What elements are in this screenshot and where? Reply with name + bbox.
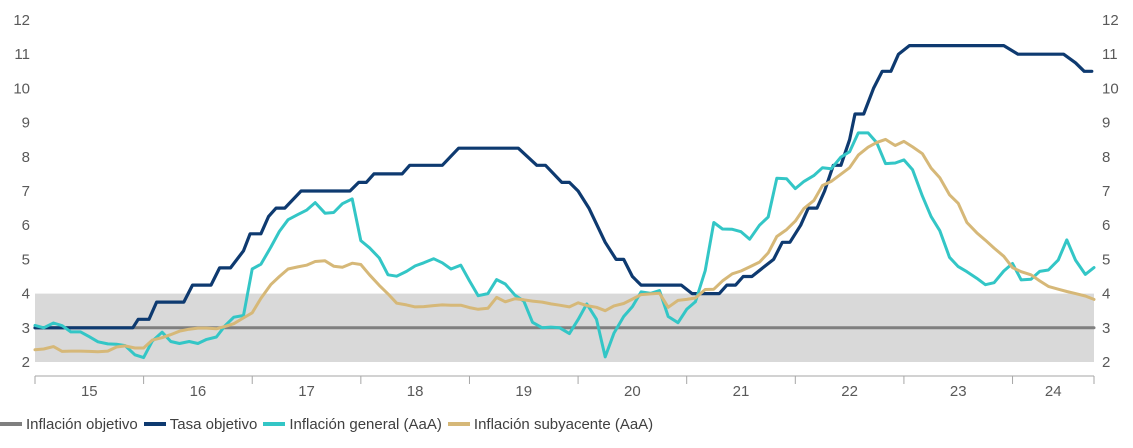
y-tick-label-right: 10 (1102, 80, 1119, 97)
x-tick-label: 22 (841, 383, 858, 400)
y-tick-label-left: 3 (22, 320, 30, 337)
x-tick-label: 18 (407, 383, 424, 400)
x-tick-label: 20 (624, 383, 641, 400)
x-tick-label: 16 (190, 383, 207, 400)
legend-swatch (263, 422, 286, 426)
series-line-4 (33, 137, 1096, 354)
legend: Inflación objetivo Tasa objetivo Inflación… (0, 408, 1133, 440)
legend-item-3: Inflación general (AaA) (263, 416, 442, 433)
y-tick-label-left: 10 (13, 80, 30, 97)
y-tick-label-right: 5 (1102, 251, 1110, 268)
series-line-3 (33, 131, 1096, 360)
legend-label: Inflación general (AaA) (289, 415, 442, 433)
legend-label: Tasa objetivo (169, 415, 258, 433)
legend-label: Inflación subyacente (AaA) (473, 415, 654, 433)
x-tick-label: 23 (950, 383, 967, 400)
x-tick-label: 19 (515, 383, 532, 400)
y-tick-label-left: 11 (14, 46, 30, 63)
legend-swatch (447, 422, 470, 426)
y-tick-label-left: 5 (22, 251, 30, 268)
y-tick-label-right: 9 (1102, 115, 1110, 132)
y-tick-label-left: 6 (22, 217, 30, 234)
y-tick-label-left: 7 (22, 183, 30, 200)
y-tick-label-right: 4 (1102, 286, 1110, 303)
legend-swatch (143, 422, 166, 426)
y-tick-label-right: 11 (1102, 46, 1118, 63)
legend-swatch (0, 422, 22, 426)
series-line-2 (33, 44, 1094, 330)
y-tick-label-right: 8 (1102, 149, 1110, 166)
legend-item-4: Inflación subyacente (AaA) (447, 415, 654, 433)
y-tick-label-right: 2 (1102, 354, 1110, 371)
y-tick-label-right: 3 (1102, 320, 1110, 337)
x-tick-label: 24 (1045, 383, 1062, 400)
y-tick-label-right: 6 (1102, 217, 1110, 234)
y-tick-label-left: 2 (22, 354, 30, 371)
y-tick-label-left: 12 (13, 12, 30, 29)
x-tick-label: 17 (298, 383, 315, 400)
legend-item-1: Inflación objetivo (0, 416, 138, 433)
y-tick-label-right: 7 (1102, 183, 1110, 200)
y-tick-label-left: 9 (22, 115, 30, 132)
y-tick-label-left: 4 (22, 286, 30, 303)
y-tick-label-left: 8 (22, 149, 30, 166)
legend-item-2: Tasa objetivo (143, 415, 258, 433)
series-layer (33, 44, 1096, 360)
legend-label: Inflación objetivo (26, 415, 138, 433)
x-tick-label: 21 (733, 383, 750, 400)
axis-layer (34, 375, 1095, 384)
y-tick-label-right: 12 (1102, 12, 1119, 29)
x-tick-label: 15 (81, 383, 98, 400)
